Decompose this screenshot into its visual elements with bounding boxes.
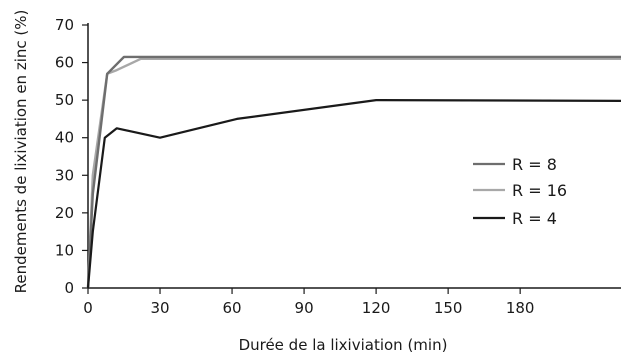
x-tick-label: 0 (83, 299, 93, 317)
legend-item-r8: R = 8 (473, 155, 557, 174)
legend-label-r16: R = 16 (512, 181, 567, 200)
series-layer (86, 55, 622, 289)
x-axis-title: Durée de la lixiviation (min) (239, 336, 448, 354)
y-axis-title: Rendements de lixiviation en zinc (%) (12, 10, 30, 294)
x-tick-label: 30 (150, 299, 169, 317)
axes (87, 23, 621, 289)
x-tick-label: 60 (223, 299, 242, 317)
legend-label-r4: R = 4 (512, 209, 557, 228)
y-tick-label: 20 (55, 204, 74, 222)
y-tick-label: 0 (64, 279, 74, 297)
y-tick-label: 10 (55, 241, 74, 259)
series-line-r8 (86, 55, 621, 289)
legend-item-r4: R = 4 (473, 209, 557, 228)
legend-item-r16: R = 16 (473, 181, 567, 200)
y-tick-label: 70 (55, 16, 74, 34)
series-line-r4 (86, 98, 622, 289)
legend: R = 8 R = 16 R = 4 (473, 155, 567, 228)
series-line-r16 (86, 57, 621, 289)
legend-label-r8: R = 8 (512, 155, 557, 174)
x-tick-label: 120 (362, 299, 391, 317)
y-ticks: 0 10 20 30 40 50 60 70 (55, 16, 88, 297)
x-tick-label: 180 (506, 299, 535, 317)
x-tick-label: 150 (434, 299, 463, 317)
y-tick-label: 40 (55, 129, 74, 147)
y-tick-label: 60 (55, 54, 74, 72)
x-tick-label: 90 (295, 299, 314, 317)
x-ticks: 0 30 60 90 120 150 180 (83, 288, 534, 317)
y-tick-label: 30 (55, 166, 74, 184)
y-tick-label: 50 (55, 91, 74, 109)
